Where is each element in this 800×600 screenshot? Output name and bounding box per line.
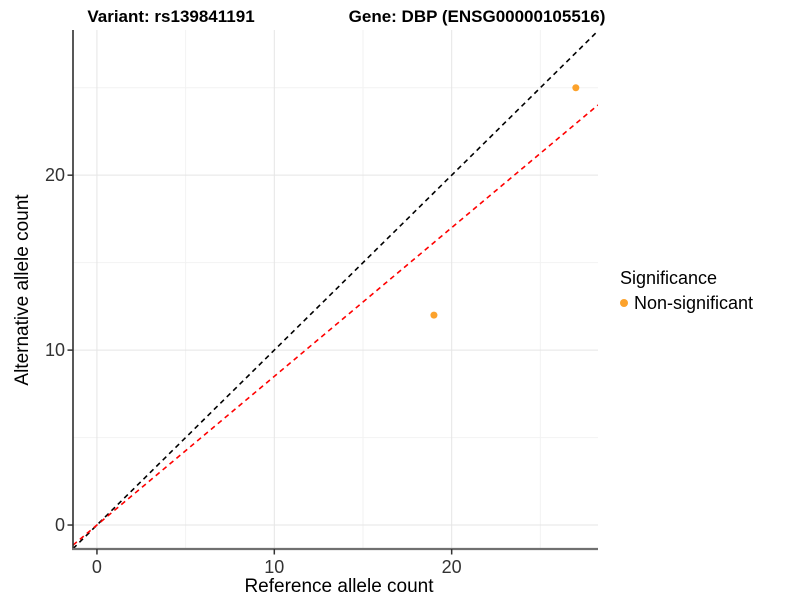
legend: Significance Non-significant (620, 268, 753, 314)
legend-item: Non-significant (620, 292, 753, 314)
x-tick-label: 10 (264, 557, 285, 577)
data-point (430, 311, 438, 319)
identity-line (73, 30, 598, 549)
y-tick-label: 20 (44, 165, 65, 186)
plot-title-variant: Variant: rs139841191 (87, 7, 255, 26)
x-tick-label: 20 (441, 557, 462, 577)
y-tick-label: 0 (54, 515, 65, 536)
plot-title-gene: Gene: DBP (ENSG00000105516) (348, 7, 606, 26)
x-tick-label: 0 (91, 557, 102, 577)
y-tick-label: 10 (44, 340, 65, 361)
fit-line (73, 104, 598, 546)
legend-items: Non-significant (620, 292, 753, 314)
legend-item-label: Non-significant (634, 293, 754, 313)
data-point (572, 84, 580, 92)
legend-point-icon (620, 299, 628, 307)
legend-title: Significance (620, 268, 718, 288)
x-axis-title: Reference allele count (244, 576, 434, 597)
plot-panel (67, 30, 598, 555)
